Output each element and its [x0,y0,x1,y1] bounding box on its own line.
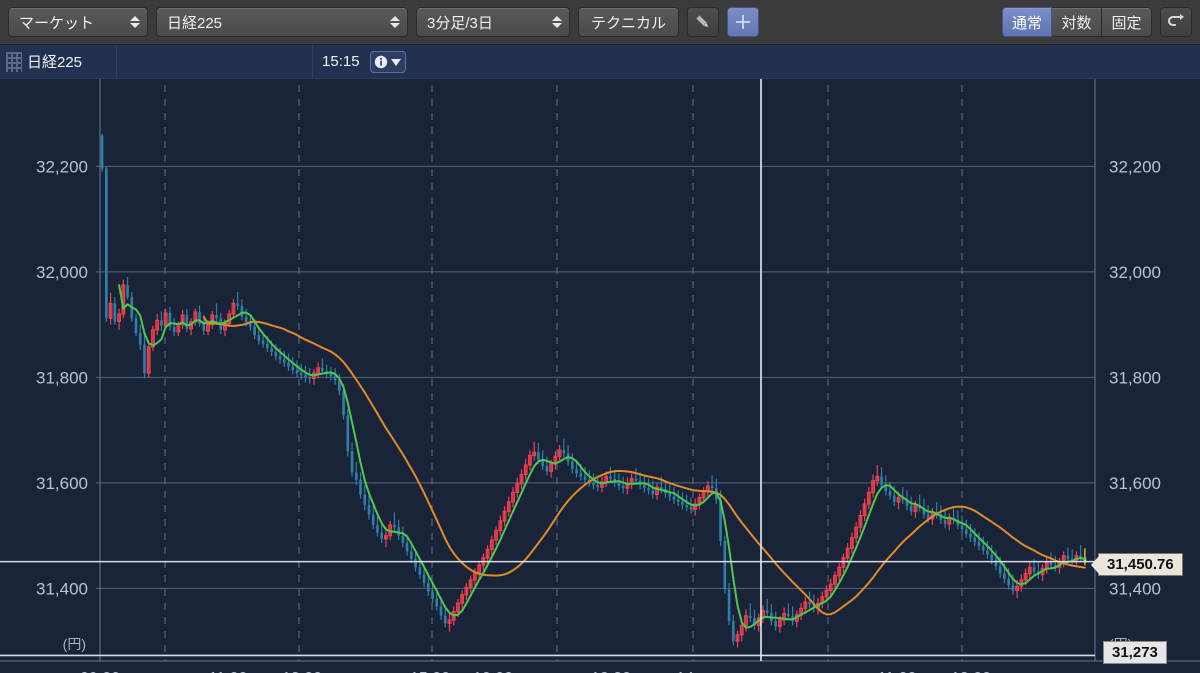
svg-text:13:00: 13:00 [282,670,322,673]
chart-title: 日経225 [27,54,83,71]
undo-arrow-icon[interactable] [1160,7,1192,37]
stepper-icon [390,16,400,28]
plus-icon[interactable] [727,7,760,37]
svg-text:15:00: 15:00 [410,670,450,673]
market-select[interactable]: マーケット [8,7,148,37]
header-divider [312,45,314,79]
svg-text:13:00: 13:00 [951,670,991,673]
drag-handle-icon[interactable] [6,51,22,72]
period-select-value: 3分足/3日 [427,14,493,32]
svg-text:10:00: 10:00 [473,670,513,673]
scale-mode-group: 通常 対数 固定 [1002,7,1152,37]
chart-header: 日経225 15:15 [0,45,1200,79]
scale-mode-normal[interactable]: 通常 [1002,7,1052,37]
last-price-tag: 31,450.76 [1098,553,1183,576]
svg-text:32,200: 32,200 [36,157,88,176]
svg-text:(円): (円) [63,636,86,652]
svg-text:31,800: 31,800 [36,368,88,387]
chart-panel: 日経225 15:15 31,400 31,400 31,600 31,600 31,8… [0,45,1200,673]
stepper-icon [552,16,562,28]
chart-time: 15:15 [322,53,360,70]
svg-text:09:00: 09:00 [80,670,120,673]
prev-close-tag: 31,273 [1103,641,1167,664]
pencil-icon[interactable] [687,7,720,37]
market-select-value: マーケット [19,14,95,32]
scale-mode-log[interactable]: 対数 [1052,7,1102,37]
svg-text:32,200: 32,200 [1109,157,1161,176]
svg-text:32,000: 32,000 [36,263,88,282]
period-select[interactable]: 3分足/3日 [416,7,570,37]
svg-text:14: 14 [676,670,694,673]
svg-text:12:30: 12:30 [591,670,631,673]
header-divider [116,45,118,79]
technical-button[interactable]: テクニカル [578,7,680,37]
symbol-select[interactable]: 日経225 [156,7,408,37]
svg-text:11:00: 11:00 [209,670,248,673]
toolbar: マーケット 日経225 3分足/3日 テクニカル [0,0,1200,45]
svg-text:31,400: 31,400 [1109,579,1161,598]
svg-text:31,600: 31,600 [36,474,88,493]
svg-text:31,800: 31,800 [1109,368,1161,387]
symbol-select-value: 日経225 [167,14,223,32]
svg-text:31,600: 31,600 [1109,474,1161,493]
candlestick-svg[interactable]: 31,400 31,400 31,600 31,600 31,800 31,800 32,0… [0,79,1200,673]
scale-mode-fixed[interactable]: 固定 [1102,7,1152,37]
svg-text:11:00: 11:00 [878,670,917,673]
plot-area[interactable]: 31,400 31,400 31,600 31,600 31,800 31,800 32,0… [0,79,1200,673]
stepper-icon [130,16,140,28]
svg-text:31,400: 31,400 [36,579,88,598]
info-dropdown-icon[interactable] [369,50,406,73]
svg-text:32,000: 32,000 [1109,263,1161,282]
